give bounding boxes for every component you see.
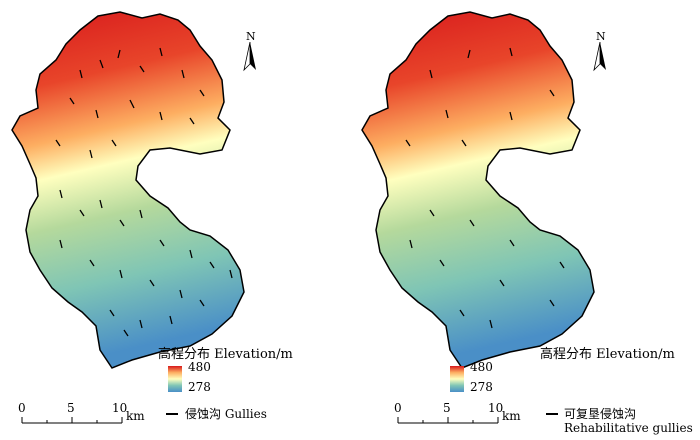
study-area-boundary bbox=[361, 11, 595, 369]
gully-legend-symbol bbox=[546, 413, 558, 415]
north-arrow: N bbox=[240, 30, 260, 74]
elevation-min-label: 278 bbox=[470, 380, 493, 394]
gully-legend-label-english: Rehabilitative gullies bbox=[564, 421, 693, 435]
scale-bar bbox=[21, 417, 123, 424]
scale-tick-0: 0 bbox=[18, 401, 26, 415]
gully-legend-label: 可复垦侵蚀沟 bbox=[564, 407, 637, 421]
scale-tick-5: 5 bbox=[67, 401, 75, 415]
study-area-boundary bbox=[11, 11, 245, 369]
elevation-map bbox=[11, 11, 245, 369]
scale-tick-10: 10 bbox=[112, 401, 128, 415]
elevation-min-label: 278 bbox=[188, 380, 211, 394]
scale-tick-10: 10 bbox=[488, 401, 504, 415]
elevation-color-ramp bbox=[168, 366, 182, 392]
scale-unit: km bbox=[502, 409, 521, 423]
north-arrow-icon bbox=[243, 42, 256, 72]
elevation-max-label: 480 bbox=[470, 360, 493, 374]
elevation-max-label: 480 bbox=[188, 360, 211, 374]
scale-tick-5: 5 bbox=[443, 401, 451, 415]
gully-legend-label: 侵蚀沟 Gullies bbox=[185, 407, 267, 421]
gully-legend-symbol bbox=[166, 413, 178, 415]
scale-tick-0: 0 bbox=[394, 401, 402, 415]
legend-title: 高程分布 Elevation/m bbox=[540, 347, 675, 362]
legend-title: 高程分布 Elevation/m bbox=[158, 347, 293, 362]
elevation-color-ramp bbox=[450, 366, 464, 392]
map-panel-rehabilitative-gullies: N 高程分布 Elevation/m 480 278 可复垦侵蚀沟 Rehabi… bbox=[350, 0, 700, 440]
gully-lines bbox=[55, 47, 233, 337]
scale-unit: km bbox=[126, 409, 145, 423]
scale-bar bbox=[397, 417, 499, 424]
map-panel-gullies: N 高程分布 Elevation/m 480 278 侵蚀沟 Gullies 0… bbox=[11, 11, 293, 424]
elevation-map bbox=[361, 11, 595, 369]
north-label: N bbox=[596, 30, 606, 43]
gully-lines bbox=[405, 47, 565, 329]
north-arrow-icon bbox=[593, 42, 606, 72]
north-label: N bbox=[246, 30, 256, 43]
north-arrow: N bbox=[590, 30, 610, 74]
